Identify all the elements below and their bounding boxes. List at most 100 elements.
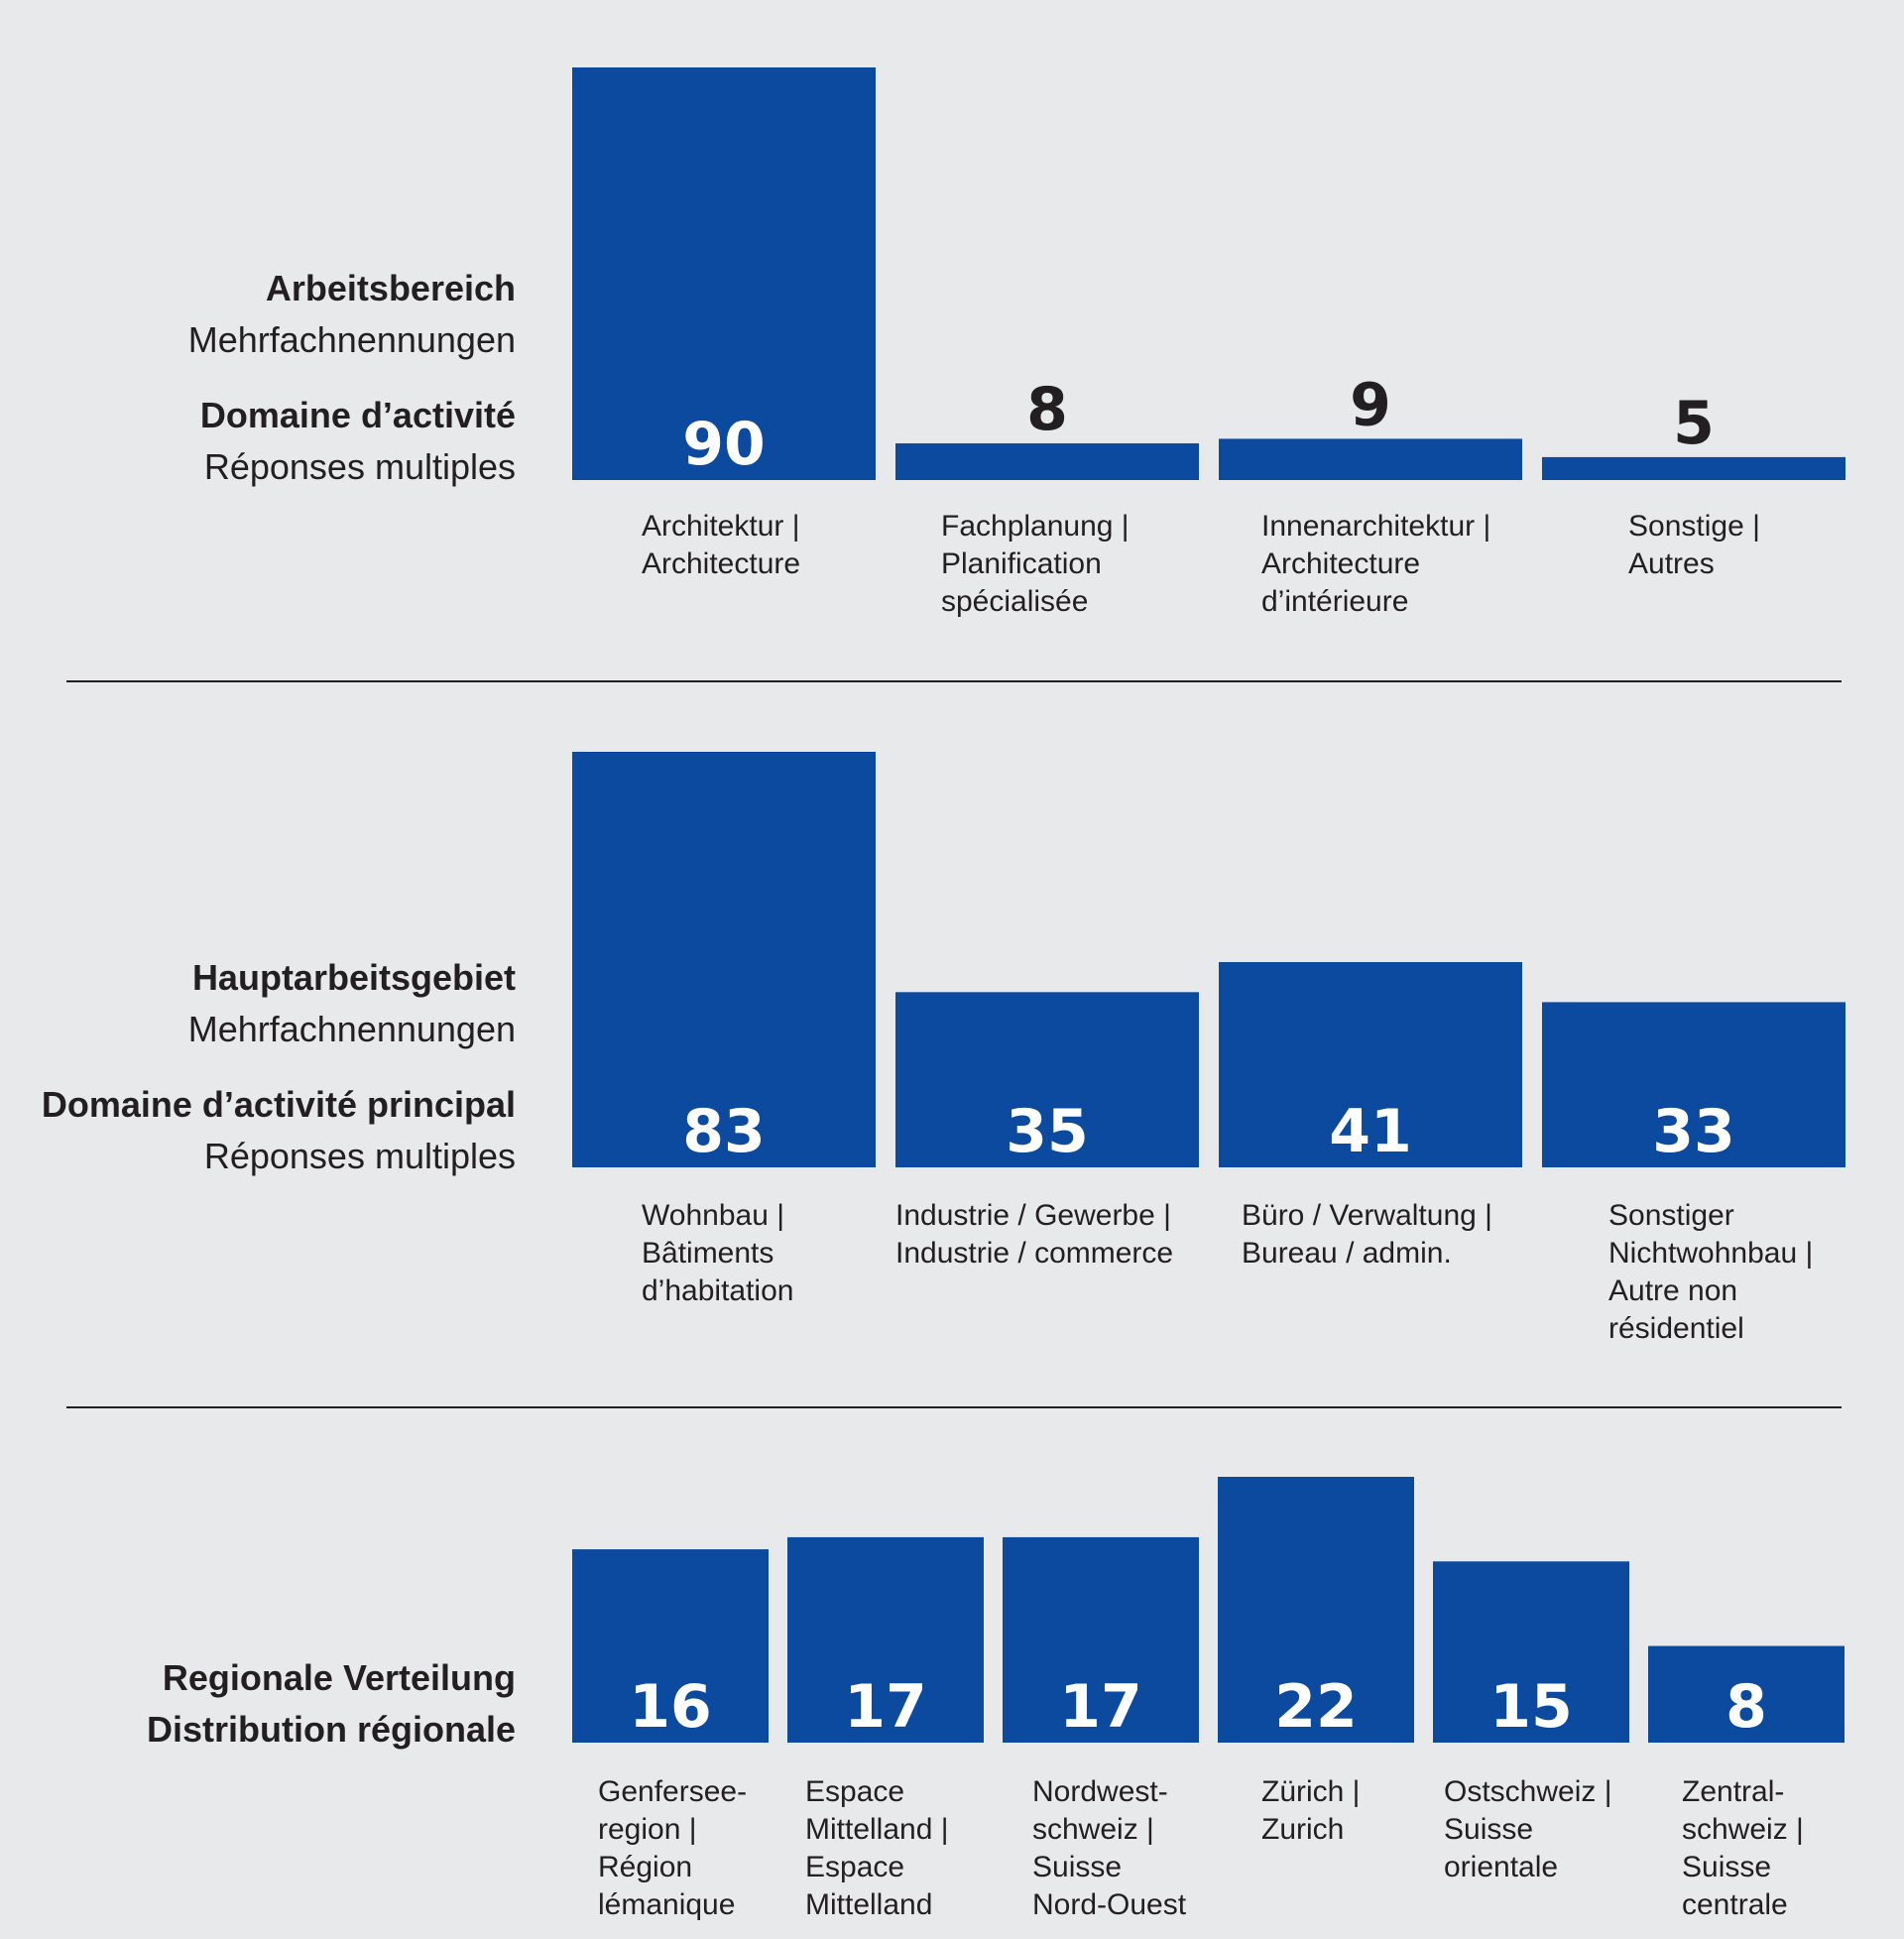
category-label: Wohnbau | Bâtiments d’habitation [642,1199,793,1307]
bar [1003,1536,1199,1743]
category-label: Zentral-schweiz | Suisse centrale [1682,1775,1804,1921]
bar-value-label: 17 [844,1672,927,1742]
category-label-line: Espace [805,1775,904,1808]
category-label-line: Zurich [1261,1813,1344,1846]
panel-title-de: Hauptarbeitsgebiet [191,957,516,998]
category-label-line: d’habitation [642,1274,793,1307]
category-label: Sonstiger Nichtwohnbau | Autre non résident… [1608,1199,1813,1345]
bar-value-label: 5 [1673,389,1715,458]
category-label-line: Industrie / Gewerbe | [895,1199,1171,1232]
category-label-line: Suisse [1032,1851,1122,1883]
category-label-line: Architecture [642,547,800,580]
bar-group: 33 Sonstiger Nichtwohnbau | Autre non réside… [1542,1002,1845,1345]
bar-group: 35 Industrie / Gewerbe | Industrie / comme… [895,992,1199,1270]
panel-title-de: Arbeitsbereich [265,268,516,308]
category-label: Zürich | Zurich [1261,1775,1360,1846]
category-label-line: Architektur | [642,510,800,543]
divider [66,1406,1842,1408]
category-label-line: Planification [941,547,1102,580]
bar-group: 8 Fachplanung | Planification spécialisée [895,375,1199,618]
bar-group: 8 Zentral-schweiz | Suisse centrale [1648,1645,1844,1921]
category-label-line: Innenarchitektur | [1261,510,1490,543]
panel-subtitle-fr: Réponses multiples [203,446,516,487]
bar-value-label: 9 [1350,370,1391,439]
bar [895,443,1199,480]
category-label-line: Mittelland | [805,1813,949,1846]
bar-value-label: 22 [1274,1672,1358,1742]
bar-group: 17 Espace Mittelland | Espace Mittelland [787,1536,984,1921]
category-label-line: Autre non [1608,1274,1737,1307]
bar [1433,1561,1629,1743]
category-label-line: résidentiel [1608,1312,1744,1345]
category-label-line: Sonstige | [1628,510,1760,543]
bar-group: 22 Zürich | Zurich [1218,1477,1414,1846]
bar-value-label: 35 [1006,1097,1089,1166]
bar [787,1536,984,1743]
category-label: Fachplanung | Planification spécialisée [941,510,1130,618]
bar-value-label: 17 [1059,1672,1142,1742]
panel-title-fr: Domaine d’activité [199,395,516,435]
bar-value-label: 8 [1026,375,1068,444]
panel-title-fr: Distribution régionale [146,1709,516,1750]
panel-work-area-label: Arbeitsbereich Mehrfachnennungen Domaine… [188,263,516,493]
bar-group: 5 Sonstige | Autres [1542,389,1845,580]
category-label-line: centrale [1682,1888,1788,1921]
category-label: Espace Mittelland | Espace Mittelland [805,1775,949,1921]
category-label-line: Sonstiger [1608,1199,1734,1232]
category-label-line: Zentral- [1682,1775,1784,1808]
bar-group: 9 Innenarchitektur | Architecture d’intérie… [1219,370,1522,618]
category-label: Büro / Verwaltung | Bureau / admin. [1242,1199,1492,1270]
category-label-line: Büro / Verwaltung | [1242,1199,1492,1232]
category-label: Innenarchitektur | Architecture d’intérieu… [1261,510,1490,618]
bar-group: 15 Ostschweiz | Suisse orientale [1433,1561,1629,1883]
panel-regional-label: Regionale Verteilung Distribution région… [147,1652,516,1756]
category-label-line: Genfersee- [598,1775,747,1808]
bar-group: 41 Büro / Verwaltung | Bureau / admin. [1219,962,1522,1270]
chart-regional: 16 Genfersee-region | Région lémanique 17 Esp… [572,1477,1844,1921]
category-label-line: Autres [1628,547,1715,580]
category-label-line: Nord-Ouest [1032,1888,1187,1921]
category-label-line: lémanique [598,1888,735,1921]
category-label-line: Nordwest- [1032,1775,1168,1808]
panel-subtitle-fr: Réponses multiples [203,1136,516,1176]
category-label-line: schweiz | [1032,1813,1154,1846]
panel-title-de: Regionale Verteilung [162,1657,516,1698]
bar-value-label: 41 [1329,1097,1412,1166]
chart-main-field: 83 Wohnbau | Bâtiments d’habitation 35 Indust… [572,752,1845,1345]
category-label-line: d’intérieure [1261,585,1408,618]
category-label: Industrie / Gewerbe | Industrie / commerc… [895,1199,1173,1270]
category-label-line: Région [598,1851,692,1883]
bar [895,992,1199,1167]
bar [572,67,876,480]
bar [1219,438,1522,480]
bar [1218,1477,1414,1743]
category-label-line: spécialisée [941,585,1088,618]
panel-main-field-label: Hauptarbeitsgebiet Mehrfachnennungen Dom… [42,952,516,1182]
bar [1542,456,1845,480]
category-label-line: Bâtiments [642,1237,774,1270]
bar [572,752,876,1167]
category-label-line: Ostschweiz | [1444,1775,1612,1808]
category-label-line: Industrie / commerce [895,1237,1173,1270]
bar [572,1549,769,1743]
bar [1648,1645,1844,1743]
bar-value-label: 8 [1726,1672,1767,1742]
bar-value-label: 15 [1489,1672,1573,1742]
category-label: Genfersee-region | Région lémanique [598,1775,747,1921]
category-label: Ostschweiz | Suisse orientale [1444,1775,1612,1883]
bar-value-label: 16 [629,1672,712,1742]
category-label-line: Espace [805,1851,904,1883]
panel-title-fr: Domaine d’activité principal [41,1084,516,1125]
category-label-line: schweiz | [1682,1813,1804,1846]
category-label-line: Mittelland [805,1888,932,1921]
category-label-line: Fachplanung | [941,510,1130,543]
category-label-line: Suisse [1444,1813,1533,1846]
category-label: Nordwest-schweiz | Suisse Nord-Ouest [1032,1775,1187,1921]
divider [66,680,1842,682]
chart-work-area: 90 Architektur | Architecture 8 Fachplanung … [572,67,1845,618]
category-label: Sonstige | Autres [1628,510,1760,580]
bar [1219,962,1522,1167]
bar-group: 83 Wohnbau | Bâtiments d’habitation [572,752,876,1307]
bar [1542,1002,1845,1167]
panel-subtitle-de: Mehrfachnennungen [187,319,516,360]
